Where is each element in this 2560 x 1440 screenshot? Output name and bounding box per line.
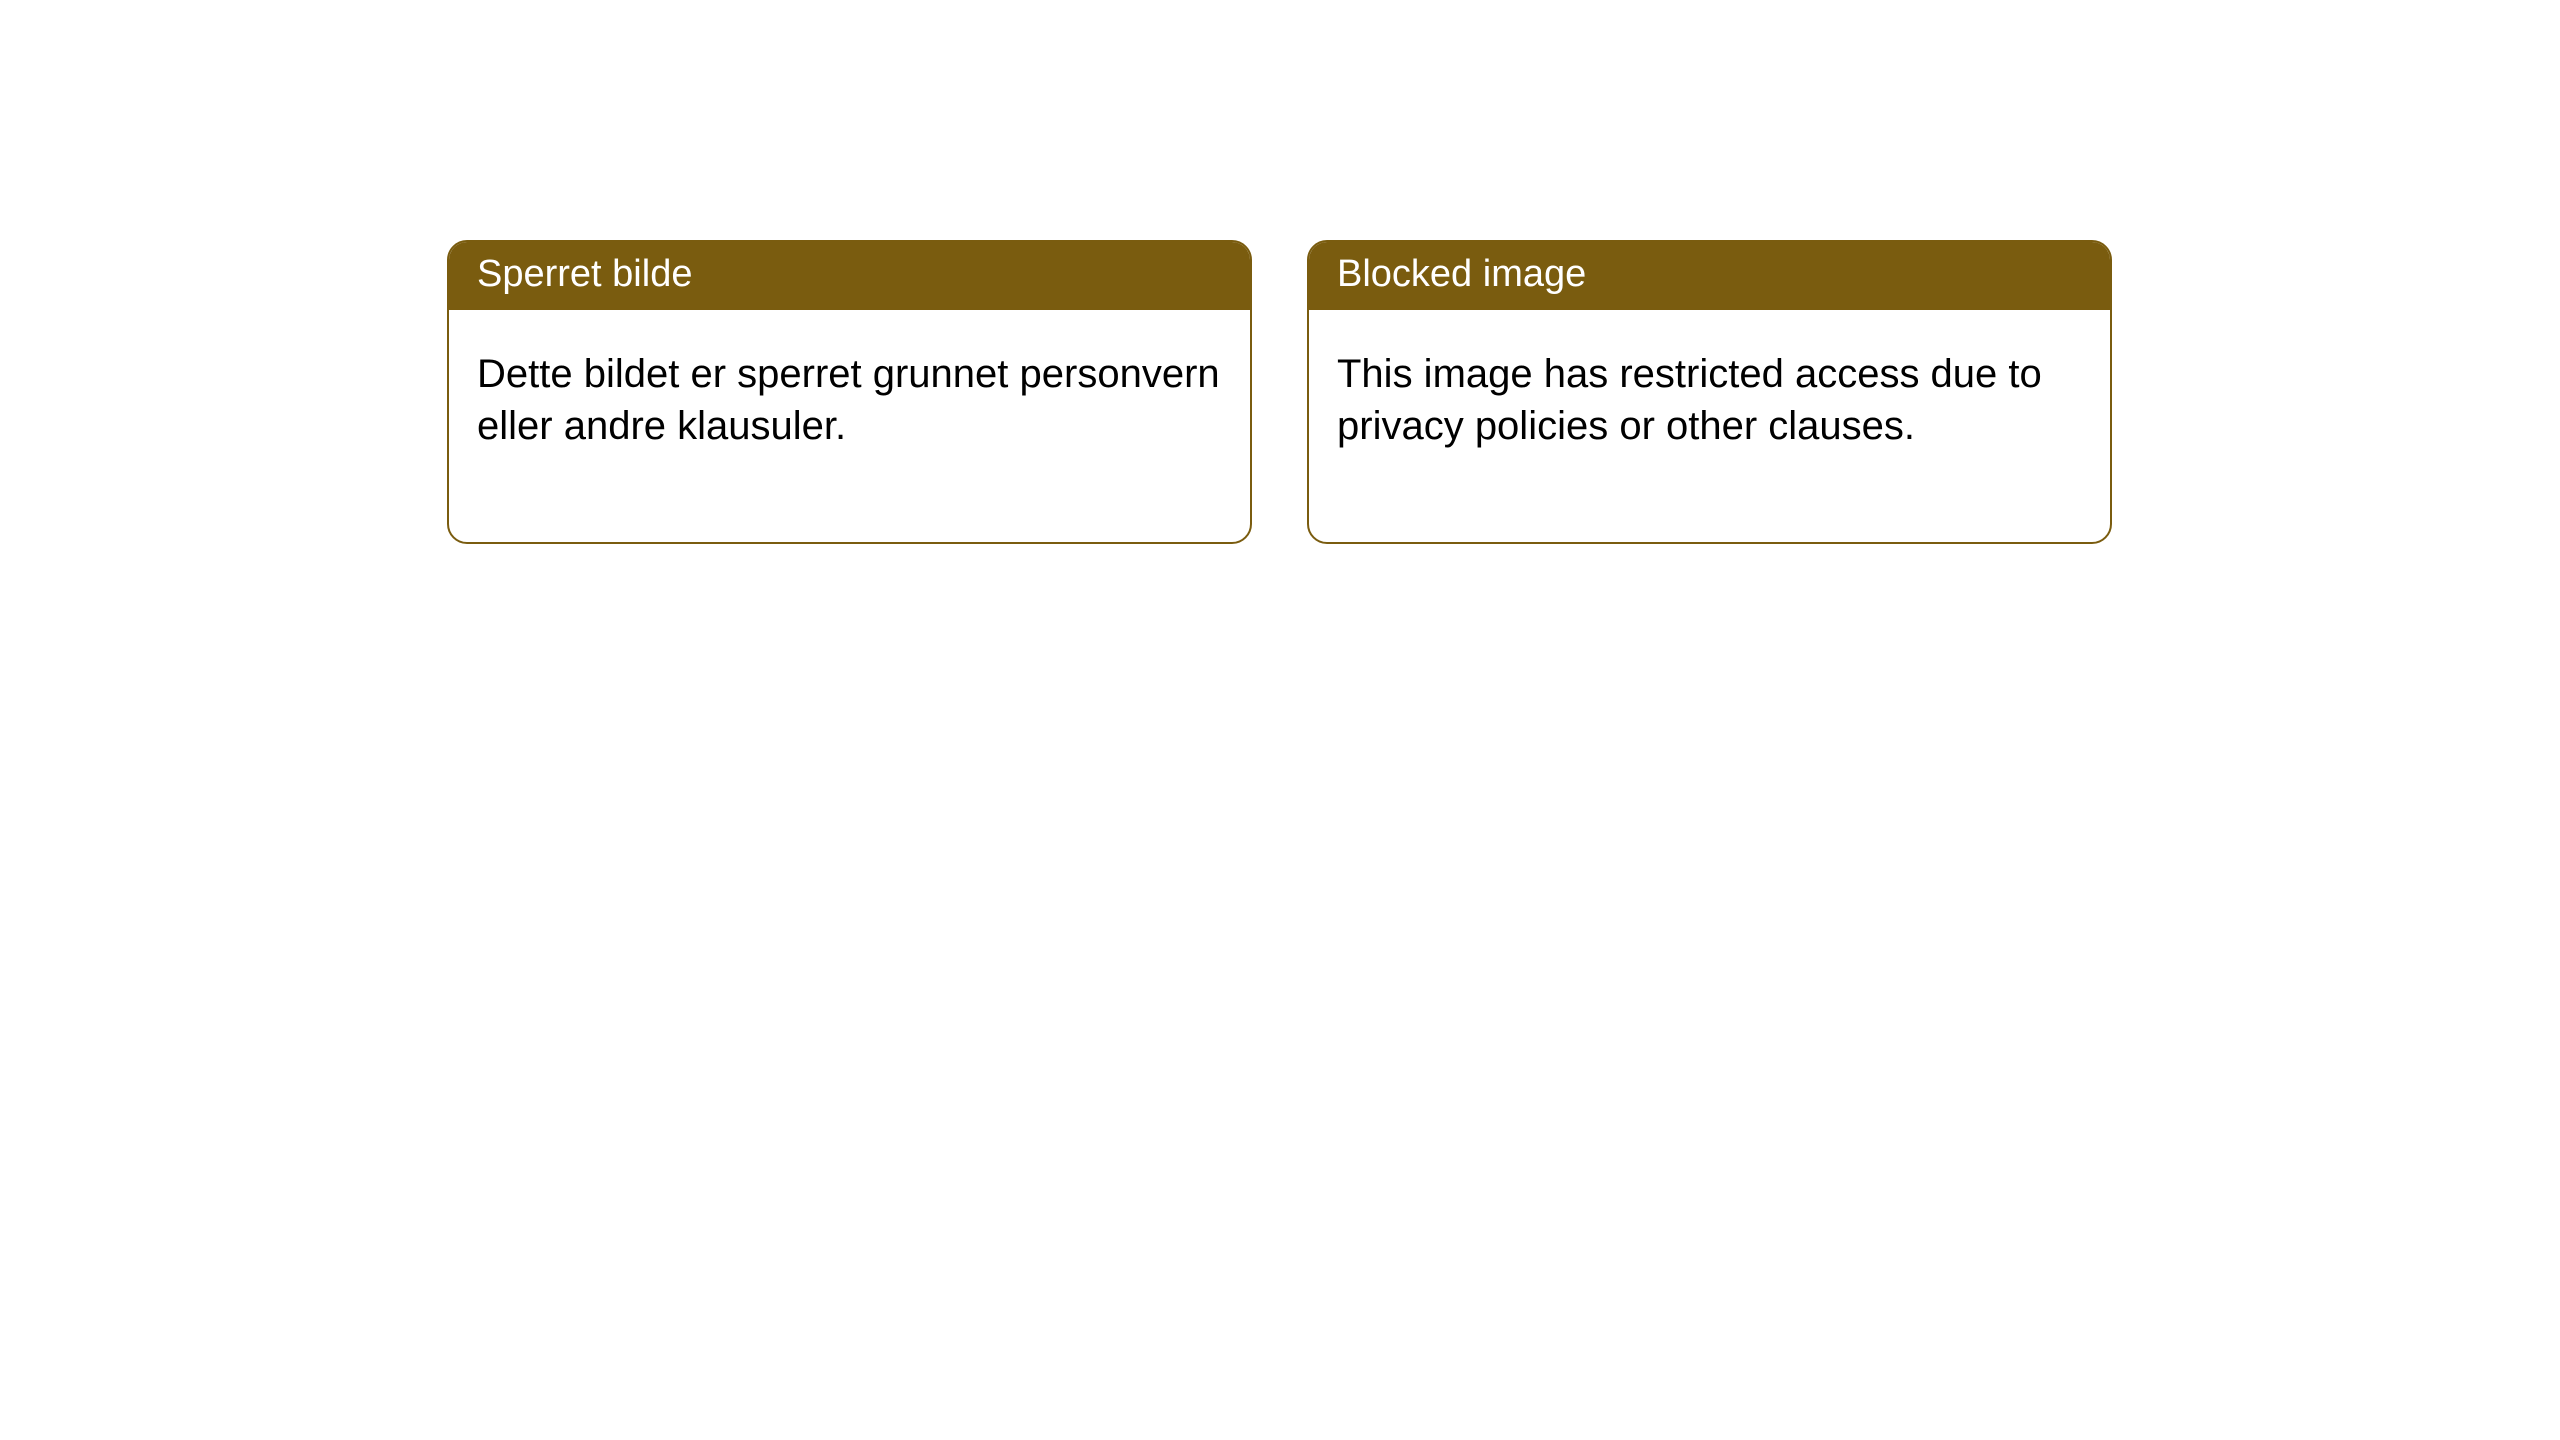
notice-title: Sperret bilde bbox=[449, 242, 1250, 310]
notice-card-norwegian: Sperret bilde Dette bildet er sperret gr… bbox=[447, 240, 1252, 544]
notice-body: This image has restricted access due to … bbox=[1309, 310, 2110, 542]
notice-container: Sperret bilde Dette bildet er sperret gr… bbox=[447, 240, 2112, 544]
notice-card-english: Blocked image This image has restricted … bbox=[1307, 240, 2112, 544]
notice-title: Blocked image bbox=[1309, 242, 2110, 310]
notice-body: Dette bildet er sperret grunnet personve… bbox=[449, 310, 1250, 542]
